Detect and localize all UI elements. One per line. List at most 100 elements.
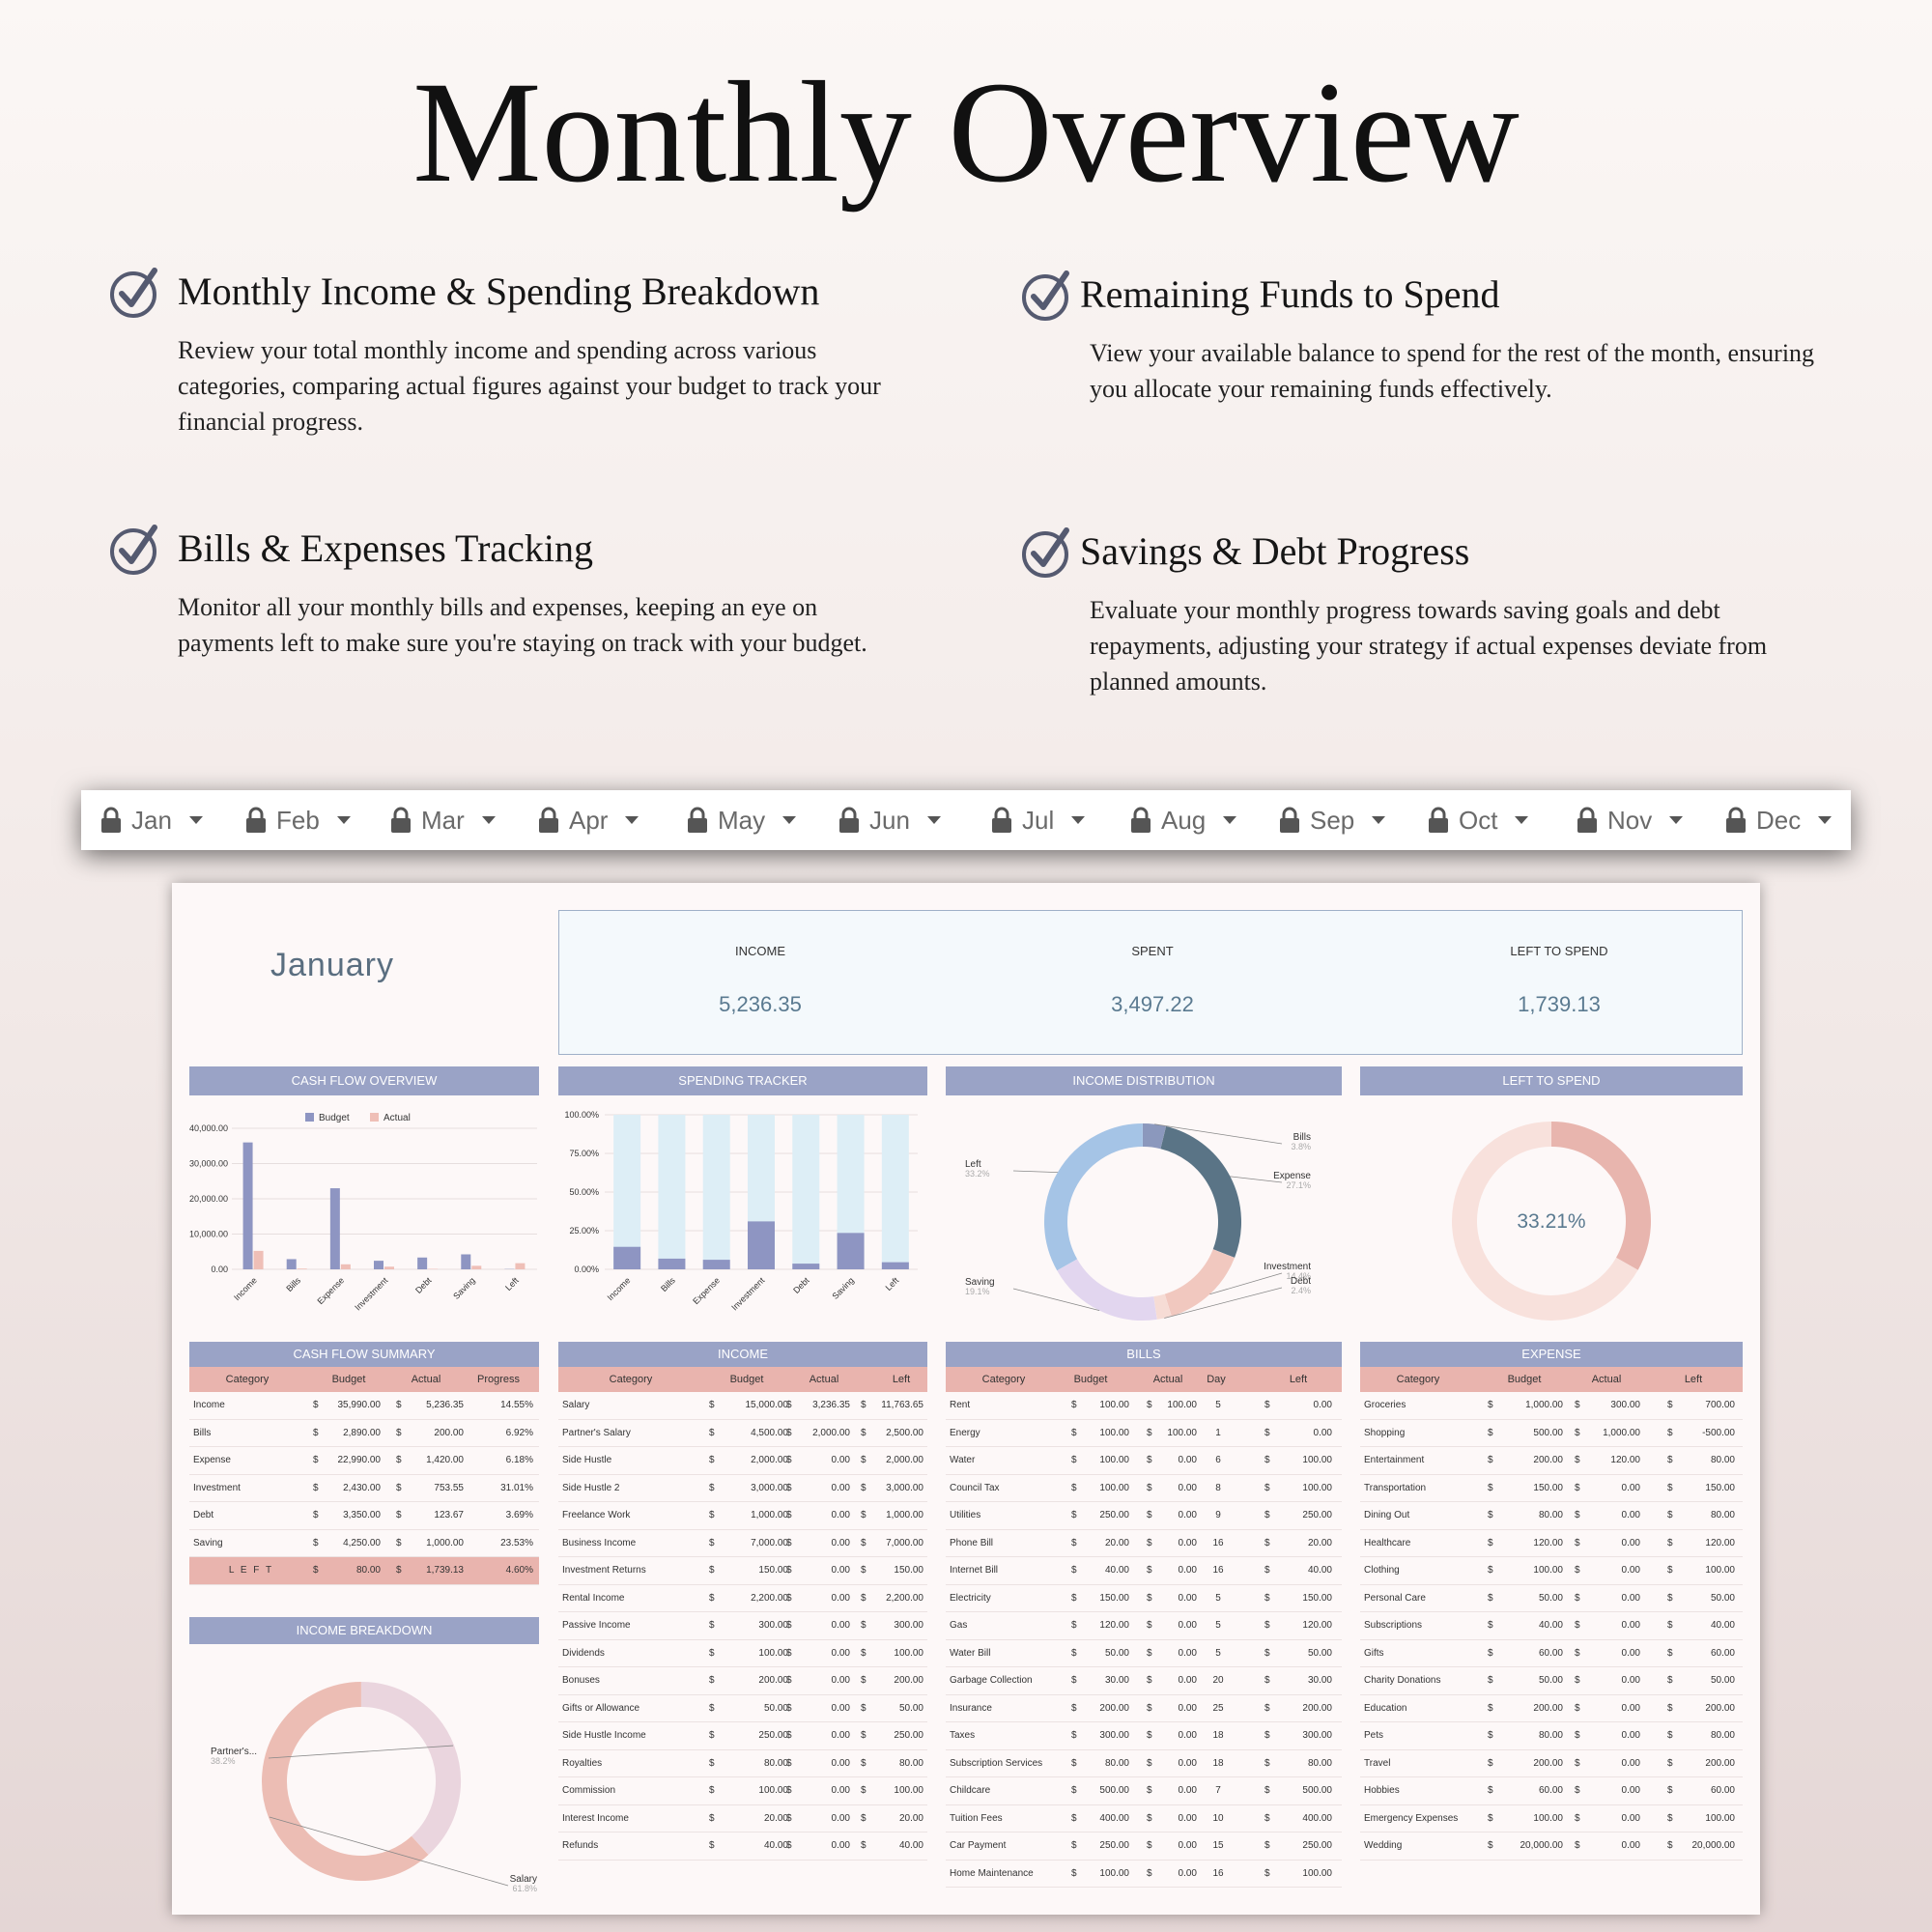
table-cell: Internet Bill bbox=[950, 1565, 999, 1576]
table-cell: Investment Returns bbox=[562, 1565, 646, 1576]
bar-progress-left bbox=[881, 1262, 909, 1269]
feature-text: Review your total monthly income and spe… bbox=[178, 336, 881, 436]
table-row: L E F T $80.00 $1,739.13 4.60% bbox=[189, 1557, 539, 1585]
table-cell: $ bbox=[709, 1730, 715, 1741]
month-tab-label: May bbox=[718, 805, 766, 835]
table-cell: 100.00 bbox=[1099, 1400, 1129, 1410]
caret-down-icon[interactable] bbox=[1372, 816, 1386, 824]
table-cell: 20.00 bbox=[763, 1812, 788, 1824]
table-cell: 100.00 bbox=[894, 1647, 923, 1659]
table-cell: Clothing bbox=[1364, 1565, 1400, 1576]
table-cell: 16 bbox=[1212, 1867, 1224, 1879]
table-cell: 30.00 bbox=[1307, 1675, 1332, 1686]
table-cell: 0.00 bbox=[831, 1785, 850, 1796]
table-cell: $ bbox=[709, 1510, 715, 1520]
caret-down-icon[interactable] bbox=[481, 816, 496, 824]
table-cell: 123.67 bbox=[434, 1510, 464, 1520]
month-tab-mar[interactable]: Mar bbox=[390, 790, 496, 850]
month-tab-feb[interactable]: Feb bbox=[245, 790, 351, 850]
caret-down-icon[interactable] bbox=[336, 816, 351, 824]
caret-down-icon[interactable] bbox=[625, 816, 639, 824]
table-cell: $ bbox=[861, 1620, 867, 1631]
caret-down-icon[interactable] bbox=[188, 816, 203, 824]
table-cell: $ bbox=[1575, 1702, 1580, 1714]
table-row: Passive Income $300.00 $0.00 $300.00 bbox=[558, 1612, 927, 1640]
month-tab-sep[interactable]: Sep bbox=[1279, 790, 1386, 850]
month-tab-apr[interactable]: Apr bbox=[538, 790, 639, 850]
table-cell: 0.00 bbox=[1178, 1620, 1197, 1631]
lock-icon bbox=[1726, 807, 1746, 833]
table-cell: 1,739.13 bbox=[426, 1565, 464, 1576]
caret-down-icon[interactable] bbox=[1515, 816, 1529, 824]
table-cell: $ bbox=[861, 1785, 867, 1796]
lock-icon bbox=[391, 807, 411, 833]
table-cell: $ bbox=[1264, 1482, 1270, 1493]
table-cell: 31.01% bbox=[500, 1482, 533, 1493]
table-cell: $ bbox=[1264, 1785, 1270, 1796]
caret-down-icon[interactable] bbox=[926, 816, 941, 824]
table-row: Personal Care $50.00 $0.00 $50.00 bbox=[1360, 1585, 1743, 1612]
table-cell: $ bbox=[861, 1565, 867, 1576]
table-cell: 0.00 bbox=[1621, 1840, 1640, 1851]
caret-down-icon[interactable] bbox=[782, 816, 797, 824]
table-cell: 0.00 bbox=[1621, 1482, 1640, 1493]
table-cell: 150.00 bbox=[1099, 1592, 1129, 1604]
month-tab-jan[interactable]: Jan bbox=[100, 790, 203, 850]
table-cell: 0.00 bbox=[831, 1592, 850, 1604]
bar-progress-income bbox=[613, 1246, 641, 1269]
table-cell: $ bbox=[1575, 1565, 1580, 1576]
column-header: Left bbox=[1289, 1374, 1308, 1385]
x-tick-label: Bills bbox=[659, 1275, 677, 1293]
caret-down-icon[interactable] bbox=[1223, 816, 1237, 824]
table-cell: $ bbox=[1575, 1482, 1580, 1493]
check-circle-icon bbox=[1022, 527, 1069, 578]
table-cell: $ bbox=[1575, 1647, 1580, 1659]
table-cell: Pets bbox=[1364, 1730, 1384, 1741]
slice-debt bbox=[1153, 1293, 1172, 1320]
table-cell: $ bbox=[1667, 1757, 1673, 1769]
table-cell: $ bbox=[1575, 1840, 1580, 1851]
table-cell: $ bbox=[1071, 1620, 1077, 1631]
slice-percent: 33.2% bbox=[965, 1169, 990, 1179]
month-tab-jun[interactable]: Jun bbox=[838, 790, 941, 850]
table-cell: 50.00 bbox=[898, 1702, 923, 1714]
lock-icon bbox=[992, 807, 1011, 833]
table-cell: $ bbox=[1264, 1592, 1270, 1604]
table-cell: $ bbox=[1667, 1482, 1673, 1493]
month-tab-dec[interactable]: Dec bbox=[1725, 790, 1833, 850]
y-tick-label: 50.00% bbox=[569, 1187, 599, 1197]
table-cell: $ bbox=[786, 1702, 792, 1714]
column-header: Budget bbox=[1507, 1374, 1542, 1385]
table-cell: $ bbox=[709, 1785, 715, 1796]
y-tick-label: 30,000.00 bbox=[189, 1159, 228, 1169]
table-cell: 100.00 bbox=[758, 1647, 788, 1659]
month-tab-nov[interactable]: Nov bbox=[1577, 790, 1684, 850]
legend-swatch-budget bbox=[305, 1113, 314, 1122]
month-tab-may[interactable]: May bbox=[687, 790, 797, 850]
table-cell: Education bbox=[1364, 1702, 1407, 1714]
month-tab-jul[interactable]: Jul bbox=[991, 790, 1086, 850]
feature-heading: Bills & Expenses Tracking bbox=[178, 526, 594, 570]
slice-label: Partner's... bbox=[211, 1747, 257, 1757]
table-cell: $ bbox=[396, 1427, 402, 1438]
month-tab-aug[interactable]: Aug bbox=[1130, 790, 1237, 850]
month-tab-oct[interactable]: Oct bbox=[1428, 790, 1529, 850]
cash-flow-summary-header: CASH FLOW SUMMARY bbox=[189, 1342, 539, 1367]
expense-table-header: EXPENSE bbox=[1360, 1342, 1743, 1367]
table-cell: $ bbox=[1071, 1427, 1077, 1438]
table-cell: $ bbox=[1575, 1400, 1580, 1410]
income-distribution-header: INCOME DISTRIBUTION bbox=[946, 1066, 1342, 1095]
table-cell: 0.00 bbox=[1178, 1482, 1197, 1493]
table-cell: 6.18% bbox=[505, 1455, 533, 1465]
caret-down-icon[interactable] bbox=[1071, 816, 1086, 824]
table-cell: 1,000.00 bbox=[1525, 1400, 1563, 1410]
table-cell: 0.00 bbox=[1621, 1565, 1640, 1576]
table-cell: 2,890.00 bbox=[343, 1427, 381, 1438]
table-cell: $ bbox=[709, 1427, 715, 1438]
kpi-panel: INCOME 5,236.35 SPENT 3,497.22 LEFT TO S… bbox=[558, 910, 1743, 1055]
lock-icon bbox=[688, 807, 707, 833]
caret-down-icon[interactable] bbox=[1818, 816, 1833, 824]
caret-down-icon[interactable] bbox=[1669, 816, 1684, 824]
table-cell: $ bbox=[709, 1675, 715, 1686]
